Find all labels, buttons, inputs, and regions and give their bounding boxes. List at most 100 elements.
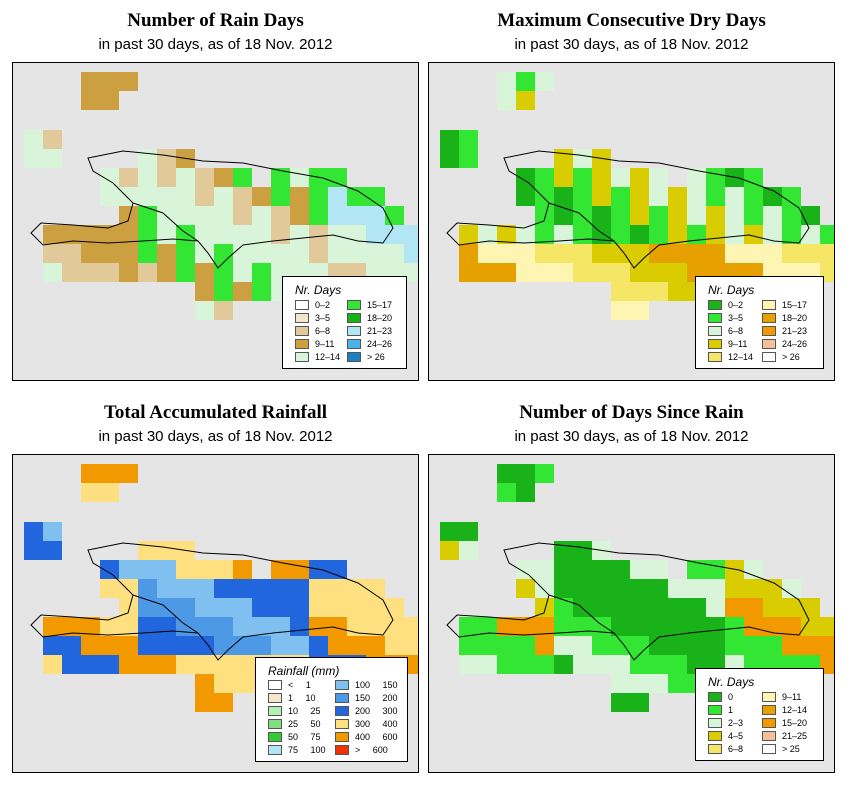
grid-cell bbox=[535, 225, 554, 244]
grid-cell bbox=[404, 617, 418, 636]
grid-cell bbox=[347, 579, 366, 598]
grid-cell bbox=[630, 206, 649, 225]
grid-cell bbox=[24, 522, 43, 541]
grid-cell bbox=[668, 636, 687, 655]
border-line bbox=[132, 202, 199, 242]
grid-cell bbox=[347, 636, 366, 655]
legend-swatch bbox=[762, 325, 776, 336]
grid-cell bbox=[157, 617, 176, 636]
grid-cell bbox=[744, 598, 763, 617]
legend-label: 1 bbox=[728, 704, 734, 715]
grid-cell bbox=[366, 206, 385, 225]
grid-cell bbox=[516, 560, 535, 579]
legend: Nr. Days 0–2 3–5 6–8 9–11 12–14 15–17 18… bbox=[695, 276, 824, 369]
legend-swatch bbox=[268, 731, 282, 742]
grid-cell bbox=[81, 636, 100, 655]
legend-swatch bbox=[762, 351, 776, 362]
legend-item: 25 50 bbox=[268, 718, 321, 729]
panel-total-rainfall: Total Accumulated Rainfall in past 30 da… bbox=[12, 392, 419, 773]
grid-cell bbox=[459, 263, 478, 282]
grid-cell bbox=[385, 598, 404, 617]
grid-cell bbox=[214, 693, 233, 712]
grid-cell bbox=[611, 225, 630, 244]
grid-cell bbox=[195, 206, 214, 225]
grid-cell bbox=[214, 168, 233, 187]
grid-cell bbox=[516, 483, 535, 502]
grid-cell bbox=[573, 617, 592, 636]
legend-label: 150 200 bbox=[355, 692, 398, 703]
grid-cell bbox=[252, 598, 271, 617]
grid-cell bbox=[687, 560, 706, 579]
grid-cell bbox=[440, 522, 459, 541]
grid-cell bbox=[328, 206, 347, 225]
grid-cell bbox=[119, 187, 138, 206]
legend-label: 21–25 bbox=[782, 730, 808, 741]
legend-swatch bbox=[708, 743, 722, 754]
legend-label: 0–2 bbox=[728, 299, 744, 310]
grid-cell bbox=[43, 655, 62, 674]
grid-cell bbox=[668, 598, 687, 617]
grid-cell bbox=[744, 206, 763, 225]
grid-cell bbox=[744, 244, 763, 263]
grid-cell bbox=[366, 636, 385, 655]
grid-cell bbox=[459, 225, 478, 244]
legend-label: < 1 bbox=[288, 679, 311, 690]
grid-cell bbox=[100, 464, 119, 483]
grid-cell bbox=[649, 244, 668, 263]
grid-cell bbox=[100, 579, 119, 598]
legend: Rainfall (mm) < 1 1 10 10 25 25 50 50 75… bbox=[255, 657, 408, 762]
legend-label: 12–14 bbox=[782, 704, 808, 715]
legend-label: 1 10 bbox=[288, 692, 316, 703]
grid-cell bbox=[62, 636, 81, 655]
legend-swatch bbox=[295, 312, 309, 323]
grid-cell bbox=[497, 464, 516, 483]
grid-cell bbox=[119, 72, 138, 91]
grid-cell bbox=[138, 263, 157, 282]
grid-cell bbox=[706, 225, 725, 244]
grid-cell bbox=[725, 617, 744, 636]
grid-cell bbox=[385, 636, 404, 655]
legend-swatch bbox=[347, 312, 361, 323]
grid-cell bbox=[725, 598, 744, 617]
grid-cell bbox=[649, 206, 668, 225]
grid-cell bbox=[459, 244, 478, 263]
grid-cell bbox=[195, 579, 214, 598]
legend-item: > 26 bbox=[762, 351, 800, 362]
legend-item: 12–14 bbox=[295, 351, 340, 362]
grid-cell bbox=[820, 225, 834, 244]
grid-cell bbox=[233, 282, 252, 301]
grid-cell bbox=[290, 617, 309, 636]
grid-cell bbox=[138, 187, 157, 206]
grid-cell bbox=[573, 541, 592, 560]
grid-cell bbox=[630, 560, 649, 579]
grid-cell bbox=[592, 579, 611, 598]
legend-swatch bbox=[762, 312, 776, 323]
grid-cell bbox=[497, 263, 516, 282]
grid-cell bbox=[611, 168, 630, 187]
grid-cell bbox=[497, 244, 516, 263]
grid-cell bbox=[820, 244, 834, 263]
grid-cell bbox=[385, 206, 404, 225]
grid-cell bbox=[782, 206, 801, 225]
grid-cell bbox=[554, 206, 573, 225]
grid-cell bbox=[195, 168, 214, 187]
grid-cell bbox=[630, 579, 649, 598]
grid-cell bbox=[81, 225, 100, 244]
legend-label: 21–23 bbox=[367, 325, 393, 336]
grid-cell bbox=[195, 598, 214, 617]
grid-cell bbox=[744, 579, 763, 598]
grid-cell bbox=[554, 636, 573, 655]
grid-cell bbox=[706, 168, 725, 187]
legend-item: 18–20 bbox=[762, 312, 807, 323]
grid-cell bbox=[290, 225, 309, 244]
grid-cell bbox=[214, 187, 233, 206]
grid-cell bbox=[649, 225, 668, 244]
grid-cell bbox=[649, 187, 668, 206]
legend-swatch bbox=[762, 338, 776, 349]
legend-item: 0 bbox=[708, 691, 733, 702]
grid-cell bbox=[176, 579, 195, 598]
grid-cell bbox=[744, 560, 763, 579]
grid-cell bbox=[687, 206, 706, 225]
grid-cell bbox=[157, 541, 176, 560]
grid-cell bbox=[138, 149, 157, 168]
